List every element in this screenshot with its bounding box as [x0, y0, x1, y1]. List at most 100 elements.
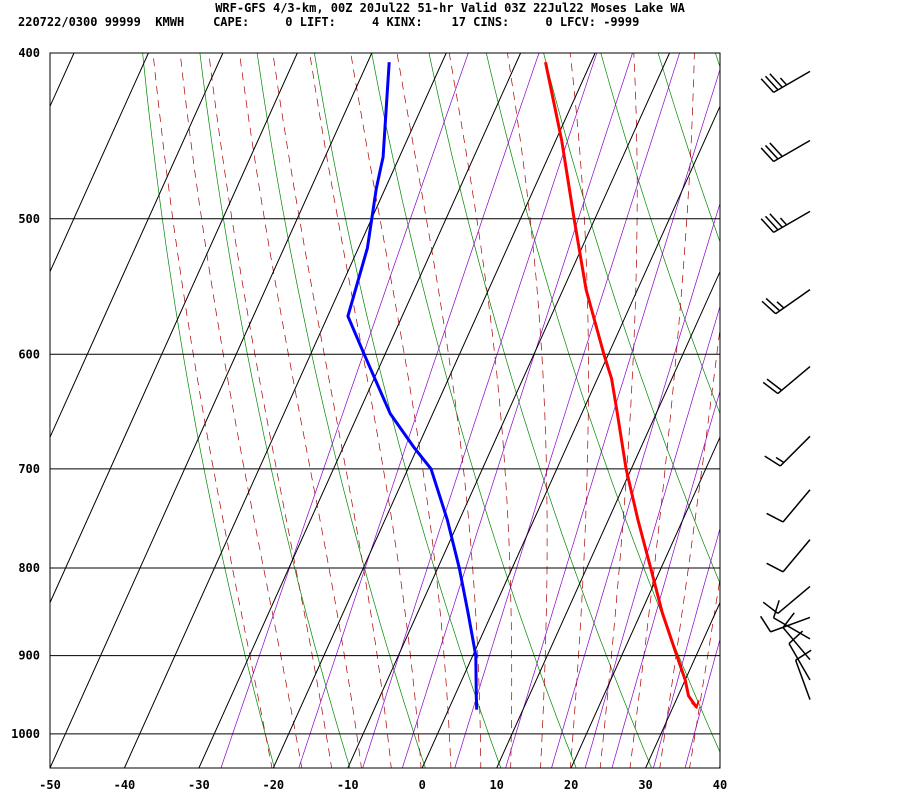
- moist-adiabat-line: [152, 53, 273, 768]
- temperature-tick-label: -10: [337, 778, 359, 792]
- chart-title: WRF-GFS 4/3-km, 00Z 20Jul22 51-hr Valid …: [215, 1, 685, 15]
- mixing-ratio-line: [454, 53, 680, 768]
- isotherm-line: [645, 601, 720, 768]
- wind-barb-flag: [769, 142, 783, 158]
- mixing-ratio-line: [684, 637, 720, 768]
- moist-adiabat-line: [396, 53, 482, 768]
- wind-barb-flag: [788, 630, 804, 645]
- isotherm-line: [123, 53, 447, 768]
- wind-barb-staff: [773, 139, 811, 163]
- wind-barb-flag: [764, 75, 779, 91]
- dry-adiabat-line: [600, 53, 720, 415]
- moist-adiabat-line: [689, 576, 720, 768]
- moist-adiabat-line: [239, 53, 362, 768]
- wind-barb-staff: [782, 539, 811, 573]
- wind-barb-flag: [760, 218, 775, 233]
- pressure-tick-label: 900: [18, 649, 40, 663]
- plot-frame: [49, 52, 721, 769]
- temperature-tick-label: -20: [262, 778, 284, 792]
- wind-barb-flag: [766, 512, 784, 523]
- wind-barb-staff: [775, 289, 811, 315]
- moist-adiabat-line: [659, 326, 720, 768]
- wind-barb-staff: [777, 365, 811, 395]
- wind-barb: [772, 600, 811, 640]
- wind-barb-flag: [766, 562, 784, 573]
- dry-adiabat-line: [371, 53, 577, 768]
- wind-barb: [760, 70, 811, 93]
- moist-adiabat-line: [179, 53, 303, 768]
- wind-barb-flag: [760, 147, 775, 163]
- wind-barb-staff: [773, 210, 811, 233]
- moist-adiabat-line: [507, 53, 548, 768]
- isotherm-line: [496, 270, 720, 768]
- pressure-tick-label: 800: [18, 561, 40, 575]
- wind-barb: [766, 489, 811, 523]
- temperature-tick-label: -50: [39, 778, 61, 792]
- wind-barb-flag: [769, 213, 783, 228]
- isotherm-line: [50, 53, 373, 768]
- wind-barb: [794, 649, 812, 700]
- wind-barb: [760, 210, 811, 233]
- dry-adiabat-line: [199, 53, 351, 768]
- isotherm-line: [198, 53, 522, 768]
- pressure-tick-label: 1000: [11, 727, 40, 741]
- isotherm-line: [272, 53, 596, 768]
- pressure-tick-label: 600: [18, 347, 40, 361]
- temperature-tick-label: -30: [188, 778, 210, 792]
- wind-barb-staff: [779, 435, 811, 467]
- isotherm-line: [719, 766, 720, 768]
- pressure-tick-label: 500: [18, 212, 40, 226]
- dry-adiabat-line: [543, 53, 720, 585]
- isotherm-line: [50, 53, 149, 273]
- wind-barb-flag: [769, 73, 783, 88]
- wind-barb-staff: [782, 627, 811, 661]
- wind-barb-staff: [794, 659, 811, 700]
- wind-barb-staff: [782, 489, 811, 523]
- moist-adiabat-line: [569, 53, 589, 768]
- moist-adiabat-line: [208, 53, 332, 768]
- background-lines: [142, 34, 900, 777]
- moist-adiabat-line: [629, 53, 695, 768]
- temperature-surface-marker: [690, 700, 700, 710]
- temperature-tick-label: 0: [419, 778, 426, 792]
- wind-barb: [764, 435, 811, 467]
- mixing-ratio-line: [584, 305, 720, 768]
- dry-adiabat-line: [256, 53, 426, 768]
- isotherm-line: [50, 53, 298, 604]
- wind-barb-flag: [762, 381, 779, 395]
- temperature-profile-line: [544, 61, 698, 709]
- wind-barb-flag: [772, 600, 780, 619]
- mixing-ratio-line: [401, 53, 633, 768]
- mixing-ratio-line: [298, 53, 540, 768]
- temperature-tick-label: 40: [713, 778, 727, 792]
- mixing-ratio-line: [220, 53, 469, 768]
- wind-barb-flag: [764, 455, 781, 467]
- mixing-ratio-line: [611, 389, 720, 768]
- wind-barb-flag: [759, 615, 772, 633]
- wind-barb-staff: [770, 616, 811, 633]
- mixing-ratio-line: [551, 202, 720, 768]
- dry-adiabat-line: [880, 34, 900, 777]
- moist-adiabat-line: [719, 762, 720, 768]
- dry-adiabat-line: [428, 53, 652, 768]
- wind-barb-half-flag: [779, 77, 788, 86]
- isotherm-line: [347, 53, 670, 768]
- wind-barb: [762, 365, 811, 395]
- wind-barb-half-flag: [775, 456, 785, 464]
- wind-barb: [760, 139, 811, 163]
- dry-adiabat-line: [766, 34, 900, 777]
- isotherm-line: [570, 435, 720, 768]
- mixing-ratio-line: [505, 68, 720, 768]
- axis-ticks: 400 500 600 700 800 900 1000 -50 -40 -30 -20 -10 0 10…: [11, 46, 727, 792]
- temperature-tick-label: -40: [114, 778, 136, 792]
- temperature-tick-label: 20: [564, 778, 578, 792]
- profiles: [346, 61, 700, 710]
- wind-barb-staff: [773, 617, 811, 640]
- wind-barb-staff: [777, 585, 811, 614]
- dry-adiabat-line: [823, 34, 900, 777]
- wind-barb: [761, 289, 811, 315]
- wind-barb-flag: [795, 649, 812, 661]
- dry-adiabat-line: [657, 53, 720, 243]
- wind-barb: [759, 615, 811, 633]
